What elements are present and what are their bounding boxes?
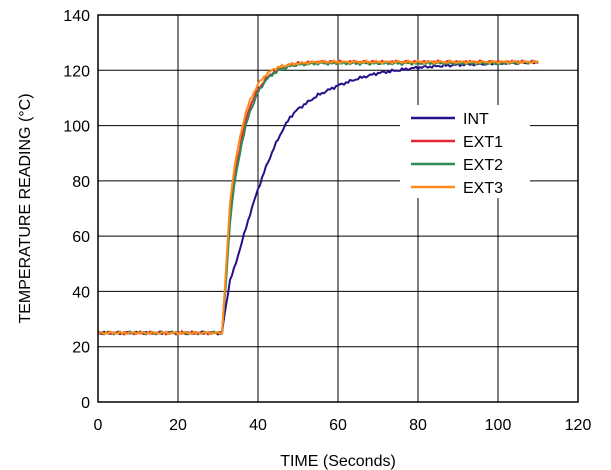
legend-label-ext3: EXT3 bbox=[463, 180, 503, 197]
y-tick-label: 80 bbox=[72, 174, 90, 191]
series-line-ext3 bbox=[97, 59, 539, 336]
x-axis-label: TIME (Seconds) bbox=[280, 453, 396, 470]
y-tick-label: 40 bbox=[72, 284, 90, 301]
y-tick-label: 100 bbox=[63, 119, 90, 136]
x-tick-label: 40 bbox=[249, 417, 267, 434]
y-tick-label: 0 bbox=[81, 395, 90, 412]
legend-label-ext2: EXT2 bbox=[463, 157, 503, 174]
grid-lines bbox=[98, 15, 578, 402]
x-tick-label: 0 bbox=[94, 417, 103, 434]
y-tick-label: 60 bbox=[72, 229, 90, 246]
y-tick-label: 140 bbox=[63, 8, 90, 25]
legend-background bbox=[400, 105, 530, 198]
x-tick-label: 20 bbox=[169, 417, 187, 434]
series-lines bbox=[97, 59, 539, 336]
y-tick-label: 120 bbox=[63, 63, 90, 80]
legend-label-int: INT bbox=[463, 111, 489, 128]
y-tick-labels: 0 20 40 60 80 100 120 140 bbox=[63, 8, 90, 412]
x-tick-label: 80 bbox=[409, 417, 427, 434]
y-tick-label: 20 bbox=[72, 340, 90, 357]
x-tick-label: 120 bbox=[565, 417, 592, 434]
x-tick-label: 60 bbox=[329, 417, 347, 434]
x-tick-labels: 0 20 40 60 80 100 120 bbox=[94, 417, 592, 434]
legend: INT EXT1 EXT2 EXT3 bbox=[400, 105, 530, 198]
y-axis-label: TEMPERATURE READING (°C) bbox=[17, 93, 34, 323]
plot-frame bbox=[97, 14, 579, 403]
legend-label-ext1: EXT1 bbox=[463, 134, 503, 151]
x-tick-label: 100 bbox=[485, 417, 512, 434]
